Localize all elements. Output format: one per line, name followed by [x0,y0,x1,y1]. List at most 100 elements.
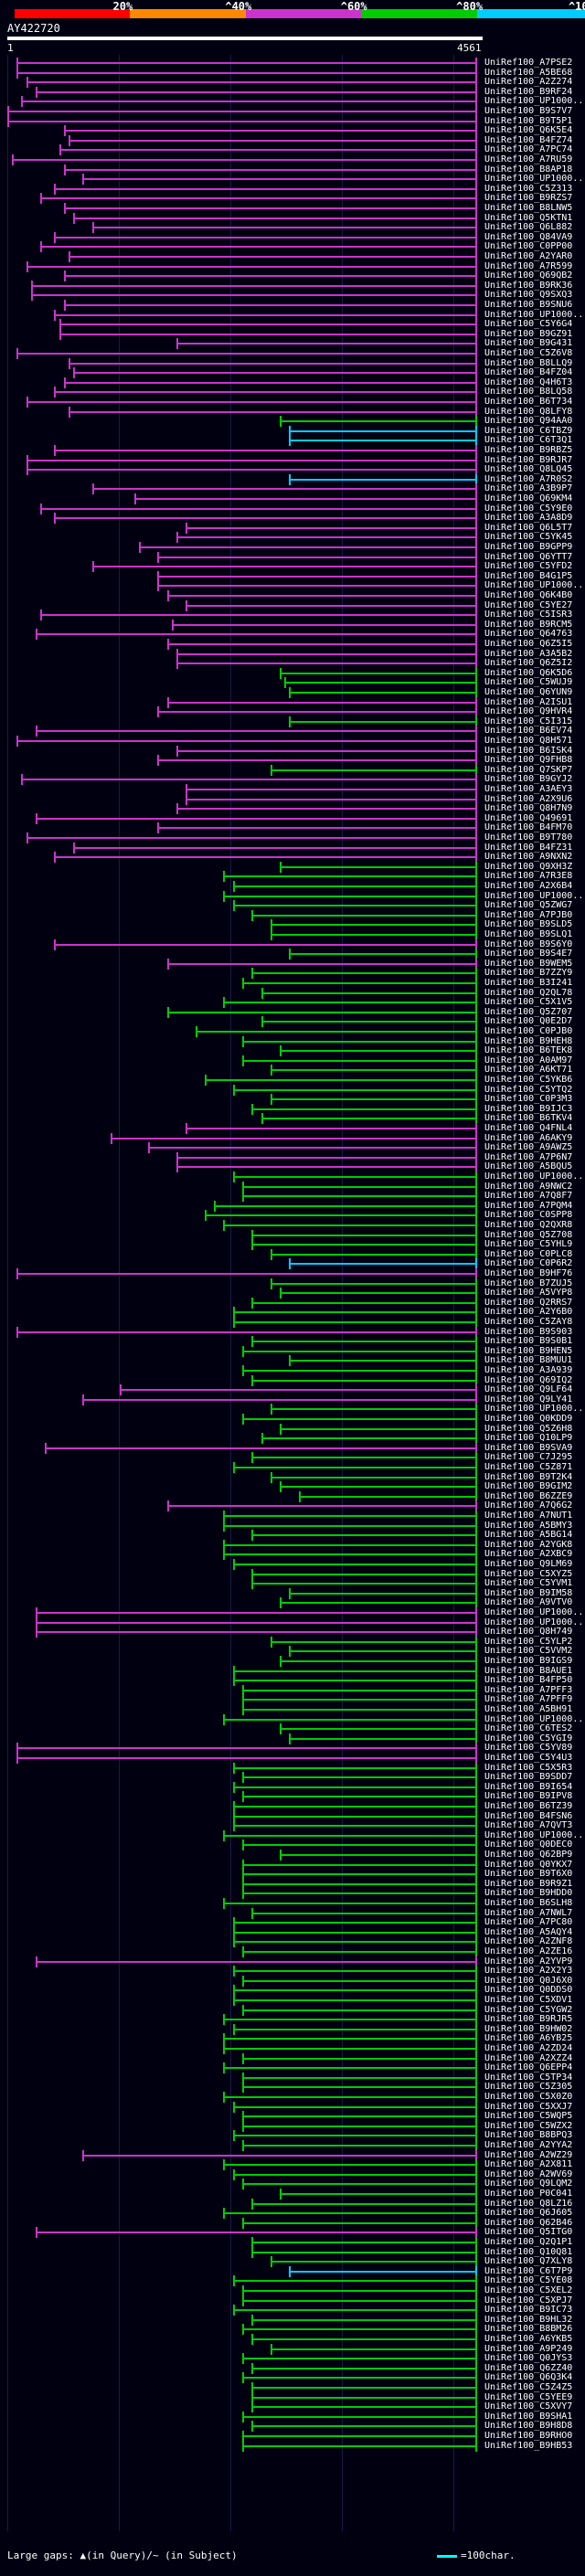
hit-label[interactable]: UniRef100_B9GIM2 [484,1481,573,1492]
hit-label[interactable]: UniRef100_C5YEE9 [484,2391,573,2402]
hit-label[interactable]: UniRef100_Q0J6X0 [484,1975,573,1986]
hit-row[interactable]: UniRef100_A2ZD24 [0,2042,585,2055]
hit-row[interactable]: UniRef100_Q7SKP7 [0,764,585,777]
hit-row[interactable]: UniRef100_A9NXN2 [0,851,585,864]
hit-row[interactable]: UniRef100_B6ZZE9 [0,1490,585,1503]
hit-label[interactable]: UniRef100_C5WZX2 [484,2120,573,2131]
hit-row[interactable]: UniRef100_C5YHL9 [0,1238,585,1251]
hit-label[interactable]: UniRef100_A7Q8F7 [484,1191,573,1202]
hit-label[interactable]: UniRef100_A2YYA2 [484,2140,573,2150]
hit-label[interactable]: UniRef100_A3B9P7 [484,483,573,494]
hit-label[interactable]: UniRef100_Q6K4B0 [484,590,573,600]
hit-row[interactable]: UniRef100_C5X1V5 [0,996,585,1009]
hit-label[interactable]: UniRef100_B9HW02 [484,2023,573,2034]
hit-row[interactable]: UniRef100_Q4FNL4 [0,1122,585,1135]
hit-row[interactable]: UniRef100_C7J295 [0,1451,585,1464]
hit-row[interactable]: UniRef100_UP1000... [0,1403,585,1415]
hit-label[interactable]: UniRef100_B8LLQ9 [484,357,573,368]
hit-row[interactable]: UniRef100_UP1000... [0,1617,585,1629]
hit-row[interactable]: UniRef100_B9S903 [0,1326,585,1339]
hit-label[interactable]: UniRef100_A5BMY3 [484,1520,573,1531]
hit-label[interactable]: UniRef100_B8MUU1 [484,1355,573,1366]
hit-row[interactable]: UniRef100_Q69IQ2 [0,1374,585,1387]
hit-row[interactable]: UniRef100_C5Z6V8 [0,347,585,360]
hit-label[interactable]: UniRef100_B4FSN6 [484,1810,573,1821]
hit-row[interactable]: UniRef100_B9RCM5 [0,619,585,631]
hit-label[interactable]: UniRef100_C5XVY7 [484,2401,573,2412]
hit-row[interactable]: UniRef100_B9HF76 [0,1267,585,1280]
hit-row[interactable]: UniRef100_Q69KM4 [0,493,585,505]
hit-label[interactable]: UniRef100_A2X811 [484,2159,573,2170]
hit-label[interactable]: UniRef100_B9HEH8 [484,1035,573,1046]
hit-row[interactable]: UniRef100_B9IC73 [0,2304,585,2316]
hit-row[interactable]: UniRef100_Q6EPP4 [0,2062,585,2074]
hit-label[interactable]: UniRef100_Q62BP9 [484,1850,573,1860]
hit-label[interactable]: UniRef100_Q8LQ45 [484,464,573,475]
hit-row[interactable]: UniRef100_B9GIM2 [0,1480,585,1493]
hit-label[interactable]: UniRef100_C5Z6V8 [484,348,573,358]
hit-label[interactable]: UniRef100_C5YTQ2 [484,1084,573,1095]
hit-label[interactable]: UniRef100_A2Z274 [484,77,573,88]
hit-label[interactable]: UniRef100_Q2QL78 [484,987,573,998]
hit-row[interactable]: UniRef100_UP1000... [0,173,585,186]
hit-row[interactable]: UniRef100_A5BG14 [0,1529,585,1542]
hit-row[interactable]: UniRef100_B9S4E7 [0,948,585,960]
hit-label[interactable]: UniRef100_B9SHA1 [484,2411,573,2422]
hit-label[interactable]: UniRef100_C0PLC8 [484,1248,573,1259]
hit-label[interactable]: UniRef100_Q9XH3Z [484,861,573,872]
hit-label[interactable]: UniRef100_Q2QXR8 [484,1220,573,1230]
hit-label[interactable]: UniRef100_Q94AA0 [484,416,573,427]
hit-row[interactable]: UniRef100_B4FM70 [0,822,585,834]
hit-row[interactable]: UniRef100_Q62B46 [0,2217,585,2230]
hit-label[interactable]: UniRef100_B4FZ04 [484,367,573,378]
hit-label[interactable]: UniRef100_B6ZZE9 [484,1490,573,1501]
hit-row[interactable]: UniRef100_B9I654 [0,1781,585,1794]
hit-label[interactable]: UniRef100_B9GPP9 [484,542,573,552]
hit-row[interactable]: UniRef100_A0AM97 [0,1055,585,1067]
hit-label[interactable]: UniRef100_Q10Q81 [484,2246,573,2257]
hit-row[interactable]: UniRef100_Q69QB2 [0,270,585,282]
hit-row[interactable]: UniRef100_Q0DDS0 [0,1984,585,1997]
hit-label[interactable]: UniRef100_Q10LP9 [484,1433,573,1444]
hit-label[interactable]: UniRef100_C5YGW2 [484,2004,573,2015]
hit-label[interactable]: UniRef100_Q7SKP7 [484,764,573,775]
hit-label[interactable]: UniRef100_C5Y6G4 [484,319,573,330]
hit-row[interactable]: UniRef100_Q6YTT7 [0,551,585,564]
hit-label[interactable]: UniRef100_Q6Q3K4 [484,2372,573,2383]
hit-row[interactable]: UniRef100_B9IPV8 [0,1790,585,1803]
hit-row[interactable]: UniRef100_A2YVP9 [0,1956,585,1968]
hit-label[interactable]: UniRef100_C7J295 [484,1452,573,1463]
hit-row[interactable]: UniRef100_B4FZ31 [0,842,585,854]
hit-row[interactable]: UniRef100_Q0YKX7 [0,1859,585,1871]
hit-row[interactable]: UniRef100_B8AUE1 [0,1665,585,1678]
hit-label[interactable]: UniRef100_B9RCM5 [484,619,573,630]
hit-row[interactable]: UniRef100_A3A5B2 [0,648,585,661]
hit-row[interactable]: UniRef100_Q8LZ16 [0,2198,585,2210]
hit-label[interactable]: UniRef100_C5Y9E0 [484,503,573,514]
hit-label[interactable]: UniRef100_B9GYJ2 [484,774,573,785]
hit-row[interactable]: UniRef100_B9SVA9 [0,1442,585,1455]
hit-row[interactable]: UniRef100_B8MUU1 [0,1354,585,1367]
hit-label[interactable]: UniRef100_Q8LFY8 [484,406,573,417]
hit-row[interactable]: UniRef100_A7Q6G2 [0,1500,585,1512]
hit-label[interactable]: UniRef100_B9R9Z1 [484,1878,573,1889]
hit-label[interactable]: UniRef100_B6T734 [484,397,573,407]
hit-label[interactable]: UniRef100_C5YGI9 [484,1733,573,1744]
hit-row[interactable]: UniRef100_A7Q8F7 [0,1190,585,1203]
hit-label[interactable]: UniRef100_Q4FNL4 [484,1123,573,1133]
hit-row[interactable]: UniRef100_A2X811 [0,2158,585,2171]
hit-label[interactable]: UniRef100_Q6Z5I2 [484,658,573,669]
hit-label[interactable]: UniRef100_A2ZNF8 [484,1936,573,1947]
hit-label[interactable]: UniRef100_UP1000... [484,580,585,591]
hit-label[interactable]: UniRef100_A7PC74 [484,144,573,155]
hit-row[interactable]: UniRef100_B9SDD7 [0,1771,585,1784]
hit-label[interactable]: UniRef100_A7PSE2 [484,58,573,68]
hit-label[interactable]: UniRef100_Q6K5E4 [484,125,573,136]
hit-label[interactable]: UniRef100_A2ZD24 [484,2043,573,2053]
hit-label[interactable]: UniRef100_B9RK36 [484,280,573,291]
hit-label[interactable]: UniRef100_B9RJR7 [484,454,573,465]
hit-label[interactable]: UniRef100_B8LNW5 [484,203,573,213]
hit-label[interactable]: UniRef100_Q9LY41 [484,1394,573,1405]
hit-label[interactable]: UniRef100_C5X5R3 [484,1762,573,1773]
hit-row[interactable]: UniRef100_Q84VA9 [0,231,585,244]
